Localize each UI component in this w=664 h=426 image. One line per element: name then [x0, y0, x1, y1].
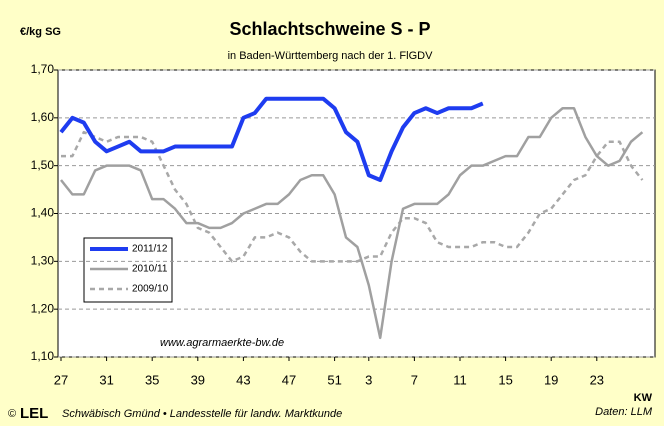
y-tick-label: 1,60 [31, 110, 55, 124]
x-tick-label: 23 [590, 372, 604, 387]
x-tick-label: 39 [191, 372, 205, 387]
x-tick-label: 35 [145, 372, 159, 387]
annotation: www.agrarmaerkte-bw.de [160, 337, 284, 349]
copyright: © [8, 408, 16, 420]
y-tick-label: 1,30 [31, 254, 55, 268]
footer: Schwäbisch Gmünd • Landesstelle für land… [62, 408, 342, 420]
chart-title: Schlachtschweine S - P [229, 19, 430, 39]
x-tick-label: 47 [282, 372, 296, 387]
legend-label: 2010/11 [132, 264, 168, 275]
y-tick-label: 1,40 [31, 206, 55, 220]
x-tick-label: 51 [327, 372, 341, 387]
x-tick-label: 11 [453, 372, 467, 387]
series-line [60, 107, 644, 340]
source: Daten: LLM [595, 406, 653, 418]
series-line [61, 130, 644, 263]
footer-logo: LEL [20, 405, 48, 422]
x-tick-label: 15 [498, 372, 512, 387]
y-axis-label: €/kg SG [20, 26, 61, 38]
x-tick-label: 27 [54, 372, 68, 387]
series-line [59, 96, 484, 183]
y-tick-label: 1,50 [31, 158, 55, 172]
chart-subtitle: in Baden-Württemberg nach der 1. FlGDV [228, 50, 433, 62]
x-tick-label: 3 [365, 372, 372, 387]
legend-label: 2011/12 [132, 244, 168, 255]
legend-label: 2009/10 [132, 284, 169, 295]
y-tick-label: 1,20 [31, 301, 55, 315]
x-tick-label: 7 [411, 372, 418, 387]
y-tick-label: 1,10 [31, 349, 55, 363]
x-tick-label: 31 [99, 372, 113, 387]
y-tick-label: 1,70 [31, 62, 55, 76]
x-axis-label: KW [634, 392, 653, 404]
x-tick-label: 19 [544, 372, 558, 387]
x-tick-label: 43 [236, 372, 250, 387]
